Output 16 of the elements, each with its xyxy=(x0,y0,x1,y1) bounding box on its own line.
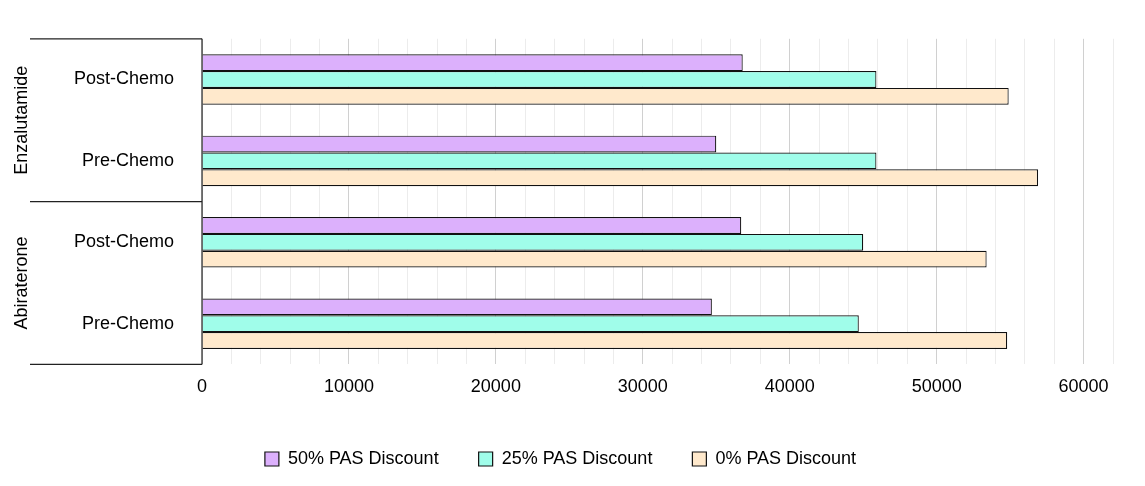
text: Enzalutamide xyxy=(10,65,31,175)
x-tick-label: 20000 xyxy=(470,376,521,397)
x-tick-label: 40000 xyxy=(764,376,815,397)
x-tick-label: 10000 xyxy=(323,376,374,397)
x-tick-label: 0 xyxy=(196,376,208,397)
y-tick-label: Post-Chemo xyxy=(73,68,174,89)
y-tick-label: Pre-Chemo xyxy=(81,149,174,170)
x-tick-label: 50000 xyxy=(911,376,962,397)
text: Abiraterone xyxy=(10,236,31,330)
x-tick-label: 30000 xyxy=(617,376,668,397)
x-tick-label: 60000 xyxy=(1058,376,1109,397)
y-tick-label: Post-Chemo xyxy=(73,231,174,252)
legend-label: 0% PAS Discount xyxy=(715,447,857,468)
legend-label: 25% PAS Discount xyxy=(501,447,653,468)
legend-label: 50% PAS Discount xyxy=(287,447,439,468)
y-tick-label: Pre-Chemo xyxy=(81,312,174,333)
